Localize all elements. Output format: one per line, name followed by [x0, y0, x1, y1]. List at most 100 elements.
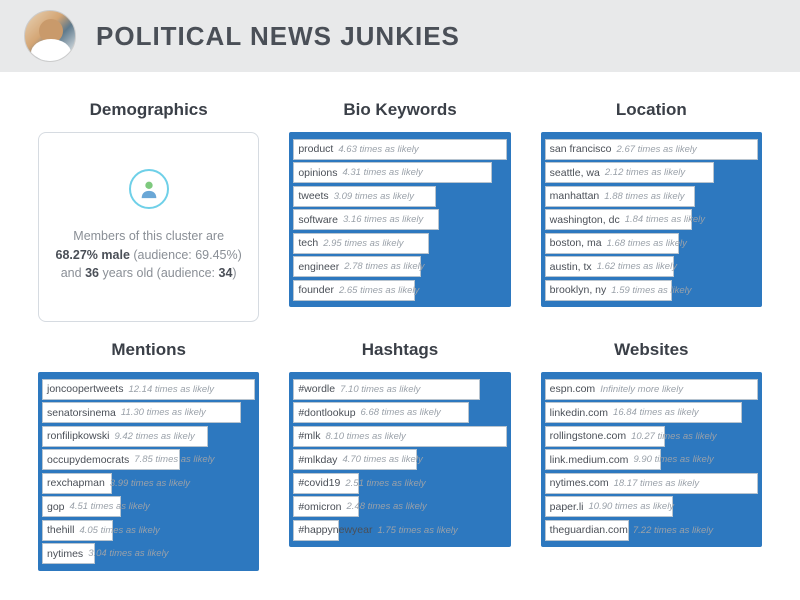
bar-suffix: 2.12 times as likely: [605, 167, 685, 178]
avatar: [24, 10, 76, 62]
bar-label: software3.16 times as likely: [298, 209, 423, 230]
bar-name: #covid19: [298, 477, 340, 489]
person-icon: [129, 169, 169, 209]
bar-row: nytimes3.04 times as likely: [42, 543, 255, 564]
bar-name: austin, tx: [550, 261, 592, 273]
bar-name: rexchapman: [47, 477, 105, 489]
bar-suffix: 1.62 times as likely: [597, 261, 677, 272]
bar-row: boston, ma1.68 times as likely: [545, 233, 758, 254]
bar-name: #wordle: [298, 383, 335, 395]
bar-row: gop4.51 times as likely: [42, 496, 255, 517]
barlist-hashtags: #wordle7.10 times as likely#dontlookup6.…: [289, 372, 510, 547]
bar-row: espn.comInfinitely more likely: [545, 379, 758, 400]
bar-row: brooklyn, ny1.59 times as likely: [545, 280, 758, 301]
bar-row: thehill4.05 times as likely: [42, 520, 255, 541]
bar-suffix: 11.30 times as likely: [121, 407, 206, 418]
bar-suffix: 3.99 times as likely: [110, 478, 190, 489]
bar-suffix: 18.17 times as likely: [614, 478, 700, 489]
dashboard-grid: Demographics Members of this cluster are…: [0, 72, 800, 591]
bar-row: link.medium.com9.90 times as likely: [545, 449, 758, 470]
bar-name: theguardian.com: [550, 524, 628, 536]
bar-row: manhattan 1.88 times as likely: [545, 186, 758, 207]
bar-row: #happynewyear1.75 times as likely: [293, 520, 506, 541]
bar-label: #omicron2.48 times as likely: [298, 496, 426, 517]
panel-title: Bio Keywords: [289, 100, 510, 120]
bar-row: austin, tx 1.62 times as likely: [545, 256, 758, 277]
bar-label: seattle, wa2.12 times as likely: [550, 162, 685, 183]
bar-label: rollingstone.com10.27 times as likely: [550, 426, 717, 447]
bar-name: manhattan: [550, 190, 600, 202]
bar-label: nytimes.com 18.17 times as likely: [550, 473, 699, 494]
bar-label: opinions4.31 times as likely: [298, 162, 422, 183]
bar-name: #mlkday: [298, 454, 337, 466]
panel-location: Location san francisco2.67 times as like…: [541, 100, 762, 322]
bar-suffix: 1.88 times as likely: [604, 191, 684, 202]
bar-label: #wordle7.10 times as likely: [298, 379, 420, 400]
bar-label: founder2.65 times as likely: [298, 280, 419, 301]
bar-row: occupydemocrats7.85 times as likely: [42, 449, 255, 470]
bar-row: #dontlookup6.68 times as likely: [293, 402, 506, 423]
bar-suffix: 2.48 times as likely: [347, 501, 427, 512]
bar-suffix: 1.84 times as likely: [625, 214, 705, 225]
page-title: POLITICAL NEWS JUNKIES: [96, 21, 460, 52]
bar-label: thehill4.05 times as likely: [47, 520, 160, 541]
barlist-mentions: joncoopertweets 12.14 times as likely sena…: [38, 372, 259, 571]
bar-label: tweets3.09 times as likely: [298, 186, 414, 207]
bar-name: nytimes.com: [550, 477, 609, 489]
panel-title: Mentions: [38, 340, 259, 360]
bar-row: washington, dc 1.84 times as likely: [545, 209, 758, 230]
barlist-bio-keywords: product 4.63 times as likely opinions4.31 …: [289, 132, 510, 307]
bar-label: gop4.51 times as likely: [47, 496, 150, 517]
bar-row: senatorsinema11.30 times as likely: [42, 402, 255, 423]
bar-row: #mlkday 4.70 times as likely: [293, 449, 506, 470]
demographics-text: Members of this cluster are 68.27% male …: [53, 227, 244, 283]
bar-suffix: 6.68 times as likely: [361, 407, 441, 418]
panel-hashtags: Hashtags #wordle7.10 times as likely#don…: [289, 340, 510, 571]
bar-label: #dontlookup6.68 times as likely: [298, 402, 440, 423]
bar-suffix: 9.90 times as likely: [633, 454, 713, 465]
bar-suffix: 3.04 times as likely: [88, 548, 168, 559]
bar-name: occupydemocrats: [47, 454, 129, 466]
panel-bio-keywords: Bio Keywords product 4.63 times as likely…: [289, 100, 510, 322]
bar-row: tweets3.09 times as likely: [293, 186, 506, 207]
bar-label: espn.comInfinitely more likely: [550, 379, 683, 400]
bar-name: brooklyn, ny: [550, 284, 607, 296]
bar-name: joncoopertweets: [47, 383, 123, 395]
bar-label: austin, tx 1.62 times as likely: [550, 256, 677, 277]
bar-name: tweets: [298, 190, 328, 202]
bar-name: software: [298, 214, 338, 226]
bar-label: #happynewyear1.75 times as likely: [298, 520, 457, 541]
bar-suffix: 4.70 times as likely: [342, 454, 422, 465]
bar-row: #wordle7.10 times as likely: [293, 379, 506, 400]
bar-label: boston, ma1.68 times as likely: [550, 233, 687, 254]
bar-suffix: 9.42 times as likely: [114, 431, 194, 442]
bar-suffix: 4.31 times as likely: [342, 167, 422, 178]
bar-label: #mlk8.10 times as likely: [298, 426, 405, 447]
bar-suffix: 12.14 times as likely: [128, 384, 214, 395]
bar-suffix: 7.22 times as likely: [633, 525, 713, 536]
header: POLITICAL NEWS JUNKIES: [0, 0, 800, 72]
bar-row: rexchapman 3.99 times as likely: [42, 473, 255, 494]
bar-name: product: [298, 143, 333, 155]
bar-label: product 4.63 times as likely: [298, 139, 418, 160]
bar-name: san francisco: [550, 143, 612, 155]
bar-name: tech: [298, 237, 318, 249]
demo-age: 36: [85, 266, 99, 280]
bar-name: washington, dc: [550, 214, 620, 226]
panel-title: Demographics: [38, 100, 259, 120]
bar-suffix: 4.63 times as likely: [338, 144, 418, 155]
demo-post: years old (audience:: [99, 266, 219, 280]
panel-mentions: Mentions joncoopertweets 12.14 times as l…: [38, 340, 259, 571]
bar-label: #covid192.51 times as likely: [298, 473, 425, 494]
bar-name: rollingstone.com: [550, 430, 626, 442]
bar-suffix: 1.75 times as likely: [377, 525, 457, 536]
bar-suffix: 4.51 times as likely: [70, 501, 150, 512]
bar-name: founder: [298, 284, 334, 296]
bar-row: paper.li10.90 times as likely: [545, 496, 758, 517]
bar-name: #mlk: [298, 430, 320, 442]
demo-aud-age: 34: [219, 266, 233, 280]
demo-pre: Members of this cluster are: [73, 229, 224, 243]
bar-label: nytimes3.04 times as likely: [47, 543, 168, 564]
panel-title: Hashtags: [289, 340, 510, 360]
panel-websites: Websites espn.comInfinitely more likelyl…: [541, 340, 762, 571]
